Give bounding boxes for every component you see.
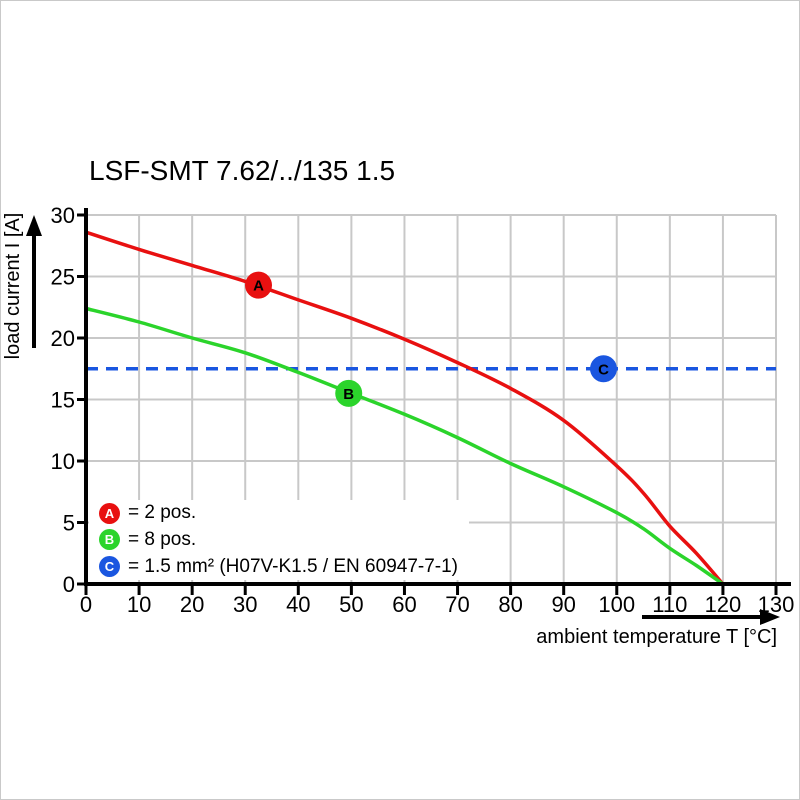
- curve-marker-c-icon: [590, 355, 617, 383]
- x-tick-label: 10: [127, 592, 151, 617]
- x-tick-label: 20: [180, 592, 204, 617]
- x-tick-label: 50: [339, 592, 363, 617]
- legend-label-c: = 1.5 mm² (H07V-K1.5 / EN 60947-7-1): [128, 555, 459, 577]
- curve-marker-a-icon: [245, 271, 272, 299]
- x-tick-label: 30: [233, 592, 257, 617]
- x-tick-label: 40: [286, 592, 310, 617]
- x-tick-label: 90: [551, 592, 575, 617]
- y-tick-label: 5: [63, 511, 75, 536]
- legend-marker-b-icon: B: [99, 529, 120, 551]
- x-tick-label: 100: [598, 592, 635, 617]
- curve-b: [85, 306, 724, 586]
- legend-row-b: B = 8 pos.: [89, 529, 469, 551]
- y-tick-label: 30: [51, 203, 75, 228]
- y-tick-label: 0: [63, 572, 75, 597]
- legend-label-b: = 8 pos.: [128, 528, 197, 550]
- curve-marker-c-letter: C: [598, 361, 609, 378]
- y-axis-label: load current I [A]: [2, 213, 24, 360]
- x-tick-label: 110: [652, 592, 687, 617]
- y-axis-arrow-icon: [26, 215, 42, 348]
- x-tick-label: 80: [498, 592, 522, 617]
- chart-title: LSF-SMT 7.62/../135 1.5: [89, 155, 396, 186]
- legend-row-c: C = 1.5 mm² (H07V-K1.5 / EN 60947-7-1): [89, 556, 469, 578]
- curve-marker-layer: A B C: [245, 271, 617, 407]
- y-tick-label: 15: [51, 388, 75, 413]
- x-axis-arrow-icon: [642, 609, 780, 625]
- legend-row-a: A = 2 pos.: [89, 502, 469, 524]
- legend: A = 2 pos. B = 8 pos. C = 1.5 mm² (H07V-…: [89, 500, 469, 580]
- x-tick-label: 70: [445, 592, 469, 617]
- y-tick-label: 20: [51, 326, 75, 351]
- x-tick-label: 60: [392, 592, 416, 617]
- legend-marker-c-icon: C: [99, 556, 120, 578]
- curve-a: [85, 230, 725, 586]
- series-layer: [85, 230, 776, 586]
- y-tick-label: 25: [51, 265, 75, 290]
- x-axis-label: ambient temperature T [°C]: [536, 626, 777, 648]
- x-tick-label: 120: [705, 592, 742, 617]
- y-tick-label: 10: [51, 449, 75, 474]
- axis-tick-layer: 0 10 20 30 40 50 60 70 80 90 100 110 120 130051015202…: [51, 203, 795, 617]
- x-tick-label: 0: [80, 592, 92, 617]
- legend-label-a: = 2 pos.: [128, 502, 197, 524]
- curve-marker-b-icon: [335, 379, 363, 407]
- curve-marker-a-letter: A: [253, 278, 264, 295]
- curve-marker-b-letter: B: [343, 386, 354, 403]
- legend-marker-a-icon: A: [99, 502, 120, 524]
